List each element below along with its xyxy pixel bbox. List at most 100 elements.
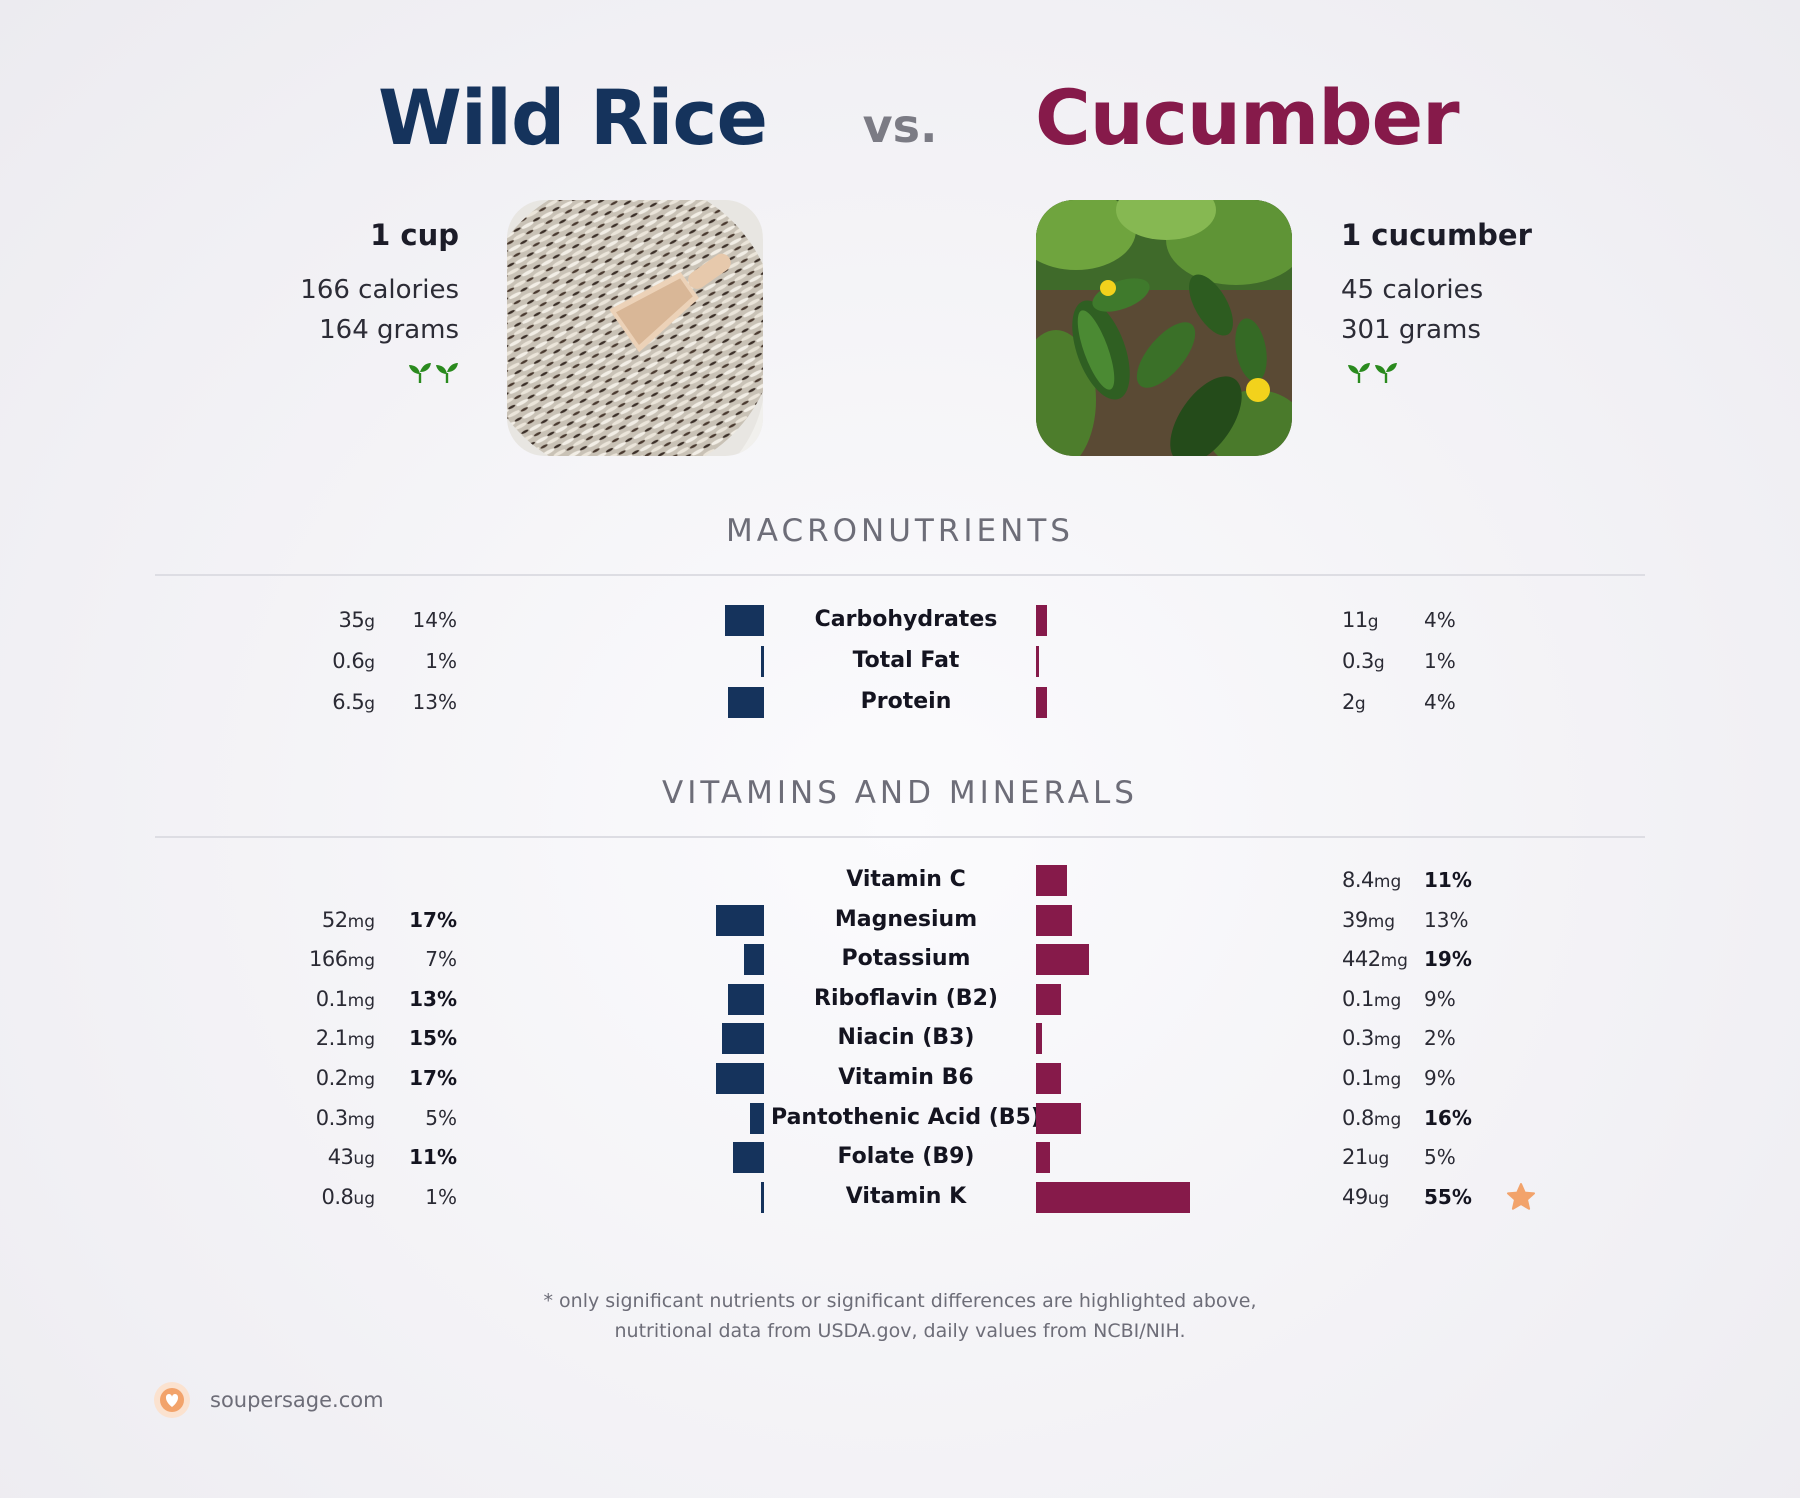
right-amount-number: 11 bbox=[1342, 608, 1368, 632]
right-amount-unit: ug bbox=[1367, 1149, 1390, 1170]
nutrient-row: 0.8ug 1% Vitamin K 49ug 55% bbox=[0, 1179, 1800, 1215]
yellow-flowers bbox=[1100, 280, 1270, 402]
left-amount-number: 35 bbox=[338, 608, 365, 632]
vitamins-heading: VITAMINS AND MINERALS bbox=[662, 775, 1138, 811]
soupersage-logo-icon bbox=[154, 1382, 190, 1418]
right-amount-number: 2 bbox=[1342, 690, 1355, 714]
nutrient-name: Vitamin B6 bbox=[838, 1065, 974, 1090]
right-amount-unit: g bbox=[1373, 653, 1385, 673]
left-daily-value: 5% bbox=[425, 1105, 457, 1130]
right-amount: 8.4mg bbox=[1342, 862, 1401, 900]
left-amount-unit: mg bbox=[347, 990, 375, 1011]
cucumbers bbox=[1072, 274, 1267, 456]
nutrient-row: Vitamin C 8.4mg 11% bbox=[0, 862, 1800, 898]
left-amount-number: 0.6 bbox=[332, 649, 365, 673]
footnote-line-2: nutritional data from USDA.gov, daily va… bbox=[614, 1320, 1186, 1342]
left-amount-unit: mg bbox=[347, 1070, 375, 1090]
right-amount: 0.3g bbox=[1342, 643, 1385, 681]
footnote: * only significant nutrients or signific… bbox=[0, 1286, 1800, 1346]
right-calories: 45 calories bbox=[1341, 275, 1484, 305]
right-daily-value: 1% bbox=[1424, 649, 1456, 673]
cucumber-photo bbox=[1036, 200, 1292, 456]
star-icon bbox=[1507, 1182, 1535, 1210]
right-daily-value: 9% bbox=[1424, 986, 1456, 1011]
right-amount-number: 0.3 bbox=[1342, 1026, 1374, 1051]
left-calories: 166 calories bbox=[300, 275, 459, 305]
left-grams: 164 grams bbox=[319, 315, 459, 345]
nutrient-name: Protein bbox=[860, 689, 952, 714]
wild-rice-photo bbox=[507, 200, 763, 456]
right-amount-number: 21 bbox=[1342, 1145, 1368, 1170]
nutrient-row: 52mg 17% Magnesium 39mg 13% bbox=[0, 902, 1800, 938]
right-amount-unit: mg bbox=[1373, 1070, 1402, 1090]
right-daily-value: 4% bbox=[1424, 690, 1456, 714]
right-amount-unit: mg bbox=[1373, 1030, 1402, 1051]
left-bar bbox=[727, 983, 764, 1015]
nutrient-row: 0.3mg 5% Pantothenic Acid (B5) 0.8mg 16% bbox=[0, 1100, 1800, 1136]
left-amount: 2.1mg bbox=[316, 1020, 375, 1058]
right-amount-unit: mg bbox=[1373, 990, 1402, 1011]
nutrient-row: 6.5g 13% Protein 2g 4% bbox=[0, 684, 1800, 720]
left-amount-unit: ug bbox=[353, 1149, 375, 1170]
left-bar bbox=[716, 1063, 764, 1094]
left-amount-unit: g bbox=[364, 612, 375, 632]
right-amount-number: 0.1 bbox=[1342, 1066, 1374, 1090]
left-daily-value: 7% bbox=[425, 947, 457, 972]
footnote-line-1: * only significant nutrients or signific… bbox=[543, 1290, 1257, 1312]
sprout-icon bbox=[1375, 363, 1397, 383]
left-amount-number: 166 bbox=[309, 947, 348, 972]
left-amount-unit: mg bbox=[347, 911, 375, 932]
nutrient-name: Total Fat bbox=[852, 648, 960, 673]
right-bar bbox=[1036, 1023, 1042, 1055]
right-amount-unit: mg bbox=[1380, 951, 1408, 972]
right-amount: 49ug bbox=[1342, 1179, 1389, 1217]
vitamins-divider bbox=[155, 836, 1645, 838]
right-daily-value: 5% bbox=[1424, 1145, 1456, 1170]
left-amount: 43ug bbox=[328, 1139, 375, 1177]
left-amount-unit: mg bbox=[347, 1030, 375, 1051]
left-bar bbox=[750, 1102, 764, 1134]
left-amount-number: 52 bbox=[321, 907, 348, 932]
left-bar bbox=[744, 944, 764, 976]
right-amount-unit: mg bbox=[1367, 911, 1396, 932]
left-bar bbox=[722, 1023, 764, 1055]
right-amount: 39mg bbox=[1342, 902, 1395, 940]
right-daily-value: 4% bbox=[1424, 608, 1456, 632]
right-amount: 21ug bbox=[1342, 1139, 1389, 1177]
left-amount: 35g bbox=[338, 602, 375, 640]
right-amount: 11g bbox=[1342, 602, 1379, 640]
left-food-title: Wild Rice bbox=[378, 73, 768, 162]
left-bar bbox=[716, 904, 764, 936]
right-daily-value: 2% bbox=[1424, 1026, 1456, 1051]
left-serving: 1 cup bbox=[370, 218, 459, 252]
left-daily-value: 1% bbox=[425, 1184, 457, 1209]
nutrient-name: Carbohydrates bbox=[814, 607, 998, 632]
right-amount-unit: mg bbox=[1373, 872, 1402, 892]
nutrient-name: Vitamin C bbox=[846, 867, 966, 892]
left-bar bbox=[761, 646, 764, 677]
left-amount-unit: mg bbox=[347, 1109, 375, 1130]
nutrient-row: 43ug 11% Folate (B9) 21ug 5% bbox=[0, 1139, 1800, 1175]
right-amount: 442mg bbox=[1342, 941, 1408, 979]
sprout-icon bbox=[1348, 363, 1370, 383]
right-amount-number: 39 bbox=[1342, 907, 1368, 932]
right-daily-value: 9% bbox=[1424, 1066, 1456, 1090]
right-bar bbox=[1036, 1181, 1190, 1213]
left-bar bbox=[724, 605, 764, 636]
sprout-icon bbox=[436, 363, 458, 383]
right-bar bbox=[1036, 865, 1067, 896]
right-amount-number: 8.4 bbox=[1342, 868, 1374, 892]
macronutrients-divider bbox=[155, 574, 1645, 576]
right-bar bbox=[1036, 944, 1090, 976]
nutrient-row: 0.1mg 13% Riboflavin (B2) 0.1mg 9% bbox=[0, 981, 1800, 1017]
right-daily-value: 55% bbox=[1424, 1184, 1472, 1209]
right-amount-number: 442 bbox=[1342, 947, 1381, 972]
left-amount: 0.3mg bbox=[316, 1100, 375, 1138]
right-food-title: Cucumber bbox=[1035, 73, 1460, 162]
left-amount: 6.5g bbox=[332, 684, 375, 722]
right-bar bbox=[1036, 646, 1039, 677]
nutrient-name: Pantothenic Acid (B5) bbox=[771, 1104, 1041, 1130]
sprout-icon bbox=[409, 363, 431, 383]
right-amount-unit: mg bbox=[1373, 1109, 1402, 1130]
